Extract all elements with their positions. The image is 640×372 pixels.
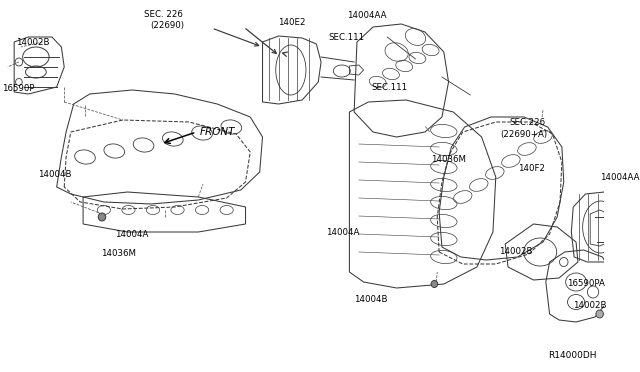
Ellipse shape <box>98 213 106 221</box>
Text: 14004AA: 14004AA <box>347 10 386 19</box>
Text: 14002B: 14002B <box>16 38 49 46</box>
Text: 140E2: 140E2 <box>278 17 305 26</box>
Text: 14004AA: 14004AA <box>600 173 639 182</box>
Text: 14002B: 14002B <box>499 247 532 257</box>
Ellipse shape <box>596 310 604 318</box>
Ellipse shape <box>431 280 438 288</box>
Text: (22690+A): (22690+A) <box>500 129 548 138</box>
Text: 14036M: 14036M <box>101 250 136 259</box>
Text: SEC.226: SEC.226 <box>509 118 545 126</box>
Text: 14004A: 14004A <box>115 230 148 238</box>
Text: SEC.111: SEC.111 <box>328 32 365 42</box>
Text: 16590PA: 16590PA <box>566 279 604 289</box>
Text: 14004B: 14004B <box>354 295 388 305</box>
Text: 14004B: 14004B <box>38 170 71 179</box>
Text: 14002B: 14002B <box>573 301 607 311</box>
Text: (22690): (22690) <box>150 20 184 29</box>
Text: 14004A: 14004A <box>326 228 359 237</box>
Text: 14036M: 14036M <box>431 154 466 164</box>
Text: 140F2: 140F2 <box>518 164 545 173</box>
Text: SEC. 226: SEC. 226 <box>143 10 182 19</box>
Text: FRONT: FRONT <box>200 127 236 137</box>
Text: R14000DH: R14000DH <box>548 352 596 360</box>
Text: 16590P: 16590P <box>2 83 35 93</box>
Text: SEC.111: SEC.111 <box>371 83 407 92</box>
